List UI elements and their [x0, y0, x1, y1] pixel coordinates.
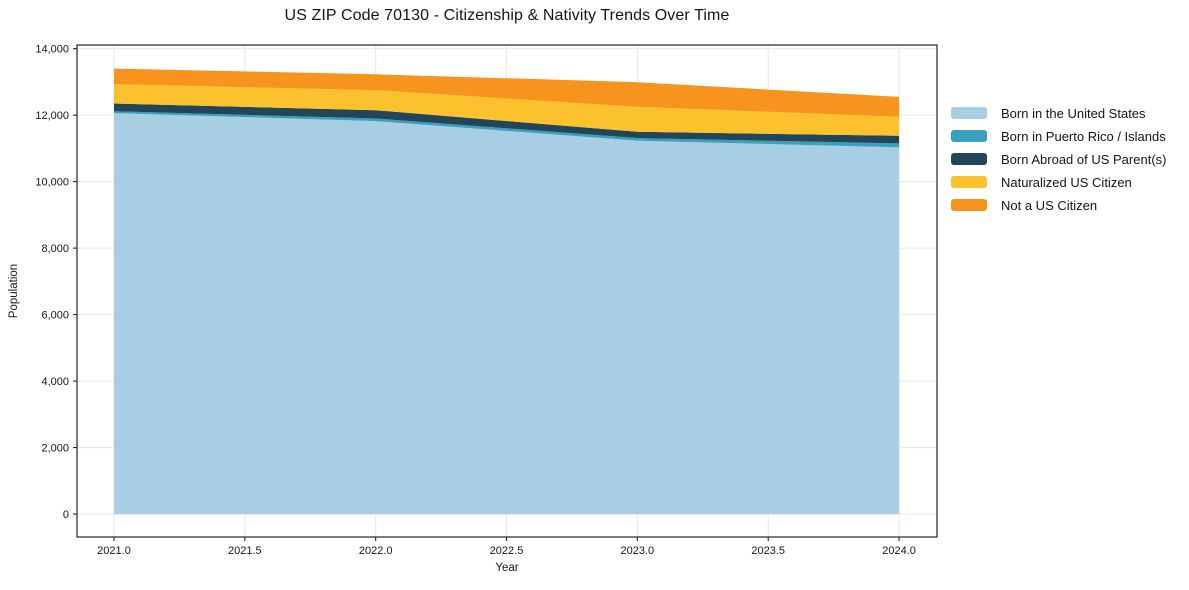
legend-row: Born in the United States — [951, 105, 1166, 121]
x-tick-label: 2024.0 — [882, 545, 916, 557]
x-tick-label: 2022.5 — [490, 545, 524, 557]
area-series — [114, 84, 900, 136]
legend-label: Naturalized US Citizen — [1001, 174, 1132, 190]
x-tick-label: 2021.0 — [97, 545, 131, 557]
area-series — [114, 103, 900, 144]
y-tick-label: 8,000 — [41, 243, 69, 255]
area-series — [114, 68, 900, 117]
y-tick-label: 12,000 — [35, 110, 69, 122]
legend-label: Born in the United States — [1001, 105, 1146, 121]
y-tick-label: 10,000 — [35, 177, 69, 189]
area-series — [114, 113, 900, 515]
y-axis-label: Population — [8, 263, 20, 319]
legend-swatch — [951, 107, 987, 119]
x-axis-label: Year — [495, 562, 519, 574]
y-tick-label: 2,000 — [41, 443, 69, 455]
legend-row: Naturalized US Citizen — [951, 174, 1166, 190]
legend-row: Not a US Citizen — [951, 197, 1166, 213]
legend-swatch — [951, 199, 987, 211]
legend-row: Born Abroad of US Parent(s) — [951, 151, 1166, 167]
area-series — [114, 111, 900, 148]
legend: Born in the United States Born in Puerto … — [951, 105, 1166, 213]
legend-label: Born in Puerto Rico / Islands — [1001, 128, 1166, 144]
y-tick-label: 0 — [63, 509, 69, 521]
chart-title: US ZIP Code 70130 - Citizenship & Nativi… — [284, 7, 730, 24]
legend-swatch — [951, 153, 987, 165]
x-tick-label: 2022.0 — [359, 545, 393, 557]
legend-swatch — [951, 130, 987, 142]
legend-label: Born Abroad of US Parent(s) — [1001, 151, 1167, 167]
y-tick-label: 4,000 — [41, 376, 69, 388]
x-tick-label: 2023.0 — [621, 545, 655, 557]
y-tick-label: 6,000 — [41, 310, 69, 322]
y-tick-label: 14,000 — [35, 44, 69, 56]
legend-swatch — [951, 176, 987, 188]
x-tick-label: 2021.5 — [228, 545, 262, 557]
legend-label: Not a US Citizen — [1001, 197, 1098, 213]
legend-row: Born in Puerto Rico / Islands — [951, 128, 1166, 144]
x-tick-label: 2023.5 — [751, 545, 785, 557]
